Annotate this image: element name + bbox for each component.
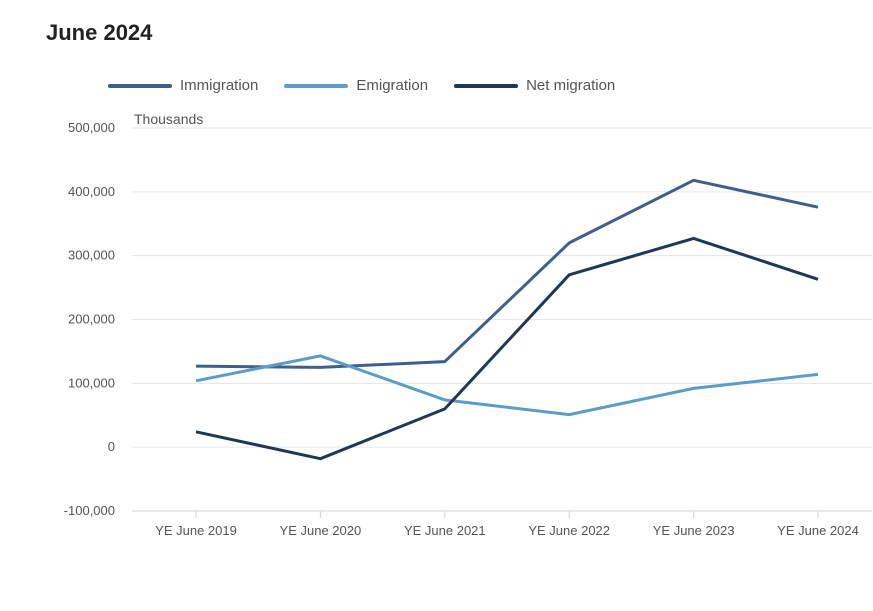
y-tick-label: 500,000 bbox=[68, 120, 115, 135]
y-tick-label: 0 bbox=[108, 439, 115, 454]
x-tick-label: YE June 2022 bbox=[528, 523, 610, 538]
series-lines bbox=[195, 178, 819, 461]
series-line-immigration bbox=[195, 178, 819, 369]
legend-swatch-net-migration bbox=[454, 83, 519, 88]
legend-label-net-migration: Net migration bbox=[526, 77, 616, 94]
y-tick-label: 200,000 bbox=[68, 312, 115, 327]
series-line-emigration bbox=[195, 354, 819, 417]
legend-item-immigration: Immigration bbox=[108, 77, 258, 94]
y-axis-ticks: 500,000 400,000 300,000 200,000 100,000 0 -100… bbox=[64, 120, 115, 518]
legend: Immigration Emigration Net migration bbox=[108, 77, 641, 94]
legend-swatch-immigration bbox=[108, 83, 172, 88]
chart-title: June 2024 bbox=[46, 20, 153, 45]
legend-item-emigration: Emigration bbox=[284, 77, 428, 94]
legend-swatch-emigration bbox=[284, 83, 349, 88]
y-tick-label: -100,000 bbox=[64, 503, 115, 518]
y-tick-label: 400,000 bbox=[68, 184, 115, 199]
x-tick-label: YE June 2020 bbox=[280, 523, 362, 538]
x-tick-label: YE June 2019 bbox=[155, 523, 237, 538]
y-tick-label: 300,000 bbox=[68, 248, 115, 263]
gridlines bbox=[132, 127, 872, 512]
legend-label-immigration: Immigration bbox=[180, 77, 259, 94]
legend-label-emigration: Emigration bbox=[356, 77, 429, 94]
x-tick-label: YE June 2021 bbox=[404, 523, 486, 538]
x-tick-label: YE June 2024 bbox=[777, 523, 859, 538]
y-tick-label: 100,000 bbox=[68, 375, 115, 390]
series-line-net-migration bbox=[195, 236, 819, 461]
x-tick-label: YE June 2023 bbox=[653, 523, 735, 538]
x-axis: YE June 2019 YE June 2020 YE June 2021 YE J… bbox=[155, 511, 859, 538]
legend-item-net-migration: Net migration bbox=[454, 77, 615, 94]
y-axis-unit-label: Thousands bbox=[134, 111, 203, 127]
